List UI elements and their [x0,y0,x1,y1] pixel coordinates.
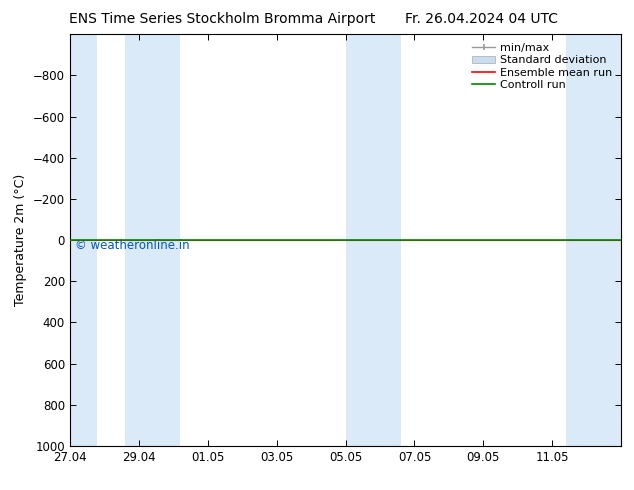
Bar [125,34,180,446]
Text: Fr. 26.04.2024 04 UTC: Fr. 26.04.2024 04 UTC [405,12,559,26]
Y-axis label: Temperature 2m (°C): Temperature 2m (°C) [14,174,27,306]
Legend: min/max, Standard deviation, Ensemble mean run, Controll run: min/max, Standard deviation, Ensemble me… [469,40,616,93]
Bar [70,34,97,446]
Bar [566,34,621,446]
Text: © weatheronline.in: © weatheronline.in [75,239,190,252]
Bar [346,34,401,446]
Text: ENS Time Series Stockholm Bromma Airport: ENS Time Series Stockholm Bromma Airport [68,12,375,26]
